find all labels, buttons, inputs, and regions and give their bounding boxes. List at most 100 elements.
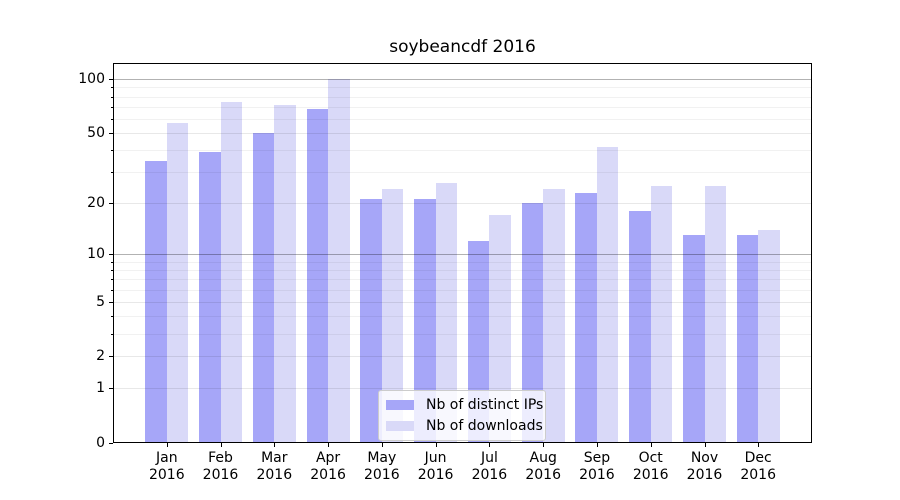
bar-downloads-oct xyxy=(650,186,673,443)
x-tick-label: Aug 2016 xyxy=(525,450,561,483)
y-tick-mark xyxy=(109,356,113,358)
x-tick-label: Sep 2016 xyxy=(579,450,615,483)
y-tick-label: 2 xyxy=(96,348,105,365)
x-tick-mark xyxy=(435,443,437,447)
bar-downloads-feb xyxy=(220,101,242,443)
x-tick-mark xyxy=(220,443,222,447)
legend-swatch-downloads xyxy=(386,421,414,431)
legend-label-downloads: Nb of downloads xyxy=(426,418,543,434)
bar-ips-feb xyxy=(199,152,221,443)
minor-gridline xyxy=(113,172,812,174)
bar-downloads-jun xyxy=(435,183,458,443)
x-tick-mark xyxy=(166,443,168,447)
y-tick-label: 1 xyxy=(96,380,105,397)
bar-ips-sep xyxy=(575,192,597,443)
y-minor-tick-mark xyxy=(111,107,113,108)
legend-label-distinct-ips: Nb of distinct IPs xyxy=(426,397,544,413)
x-tick-label: Nov 2016 xyxy=(686,450,723,483)
chart-title: soybeancdf 2016 xyxy=(389,37,536,57)
y-tick-label: 5 xyxy=(96,293,105,310)
bar-ips-mar xyxy=(252,133,275,443)
decade-gridline xyxy=(113,254,812,255)
y-tick-mark xyxy=(109,79,113,81)
bar-downloads-may xyxy=(381,189,404,443)
bar-downloads-mar xyxy=(274,104,296,443)
major-gridline xyxy=(113,301,812,303)
x-tick-label: Mar 2016 xyxy=(256,450,293,483)
x-tick-mark xyxy=(704,443,706,447)
bar-downloads-dec xyxy=(758,229,780,443)
x-tick-mark xyxy=(543,443,545,447)
x-tick-mark xyxy=(596,443,598,447)
y-tick-mark xyxy=(109,133,113,135)
y-tick-mark xyxy=(109,254,113,255)
y-minor-tick-mark xyxy=(111,96,113,98)
x-tick-mark xyxy=(381,443,383,447)
minor-gridline xyxy=(113,261,812,263)
y-minor-tick-mark xyxy=(111,269,113,271)
minor-gridline xyxy=(113,96,812,98)
x-tick-label: Jul 2016 xyxy=(471,450,508,483)
x-tick-label: Jan 2016 xyxy=(148,450,185,483)
y-tick-label: 20 xyxy=(87,195,105,211)
bar-ips-nov xyxy=(683,235,705,443)
y-tick-mark xyxy=(109,301,113,303)
y-minor-tick-mark xyxy=(111,172,113,174)
bar-downloads-jan xyxy=(166,122,189,443)
bar-downloads-aug xyxy=(543,189,565,443)
x-tick-mark xyxy=(758,443,760,447)
bar-ips-jun xyxy=(414,199,436,443)
y-minor-tick-mark xyxy=(111,87,113,89)
legend: Nb of distinct IPs Nb of downloads xyxy=(378,390,546,441)
x-tick-label: May 2016 xyxy=(363,450,400,483)
x-tick-label: Feb 2016 xyxy=(202,450,239,483)
bar-downloads-sep xyxy=(596,146,619,443)
y-minor-tick-mark xyxy=(111,261,113,263)
y-minor-tick-mark xyxy=(111,333,113,335)
legend-swatch-distinct-ips xyxy=(386,400,414,410)
bar-downloads-jul xyxy=(489,215,511,443)
bar-ips-dec xyxy=(736,235,759,443)
x-tick-label: Oct 2016 xyxy=(632,450,669,483)
y-tick-label: 50 xyxy=(87,125,105,142)
x-tick-mark xyxy=(650,443,652,447)
legend-entry-downloads: Nb of downloads xyxy=(386,418,543,434)
minor-gridline xyxy=(113,150,812,152)
legend-entry-distinct-ips: Nb of distinct IPs xyxy=(386,397,543,413)
y-tick-label: 0 xyxy=(96,435,105,451)
y-tick-mark xyxy=(109,443,113,444)
minor-gridline xyxy=(113,316,812,318)
y-minor-tick-mark xyxy=(111,119,113,120)
y-minor-tick-mark xyxy=(111,289,113,291)
x-tick-label: Apr 2016 xyxy=(310,450,346,483)
major-gridline xyxy=(113,356,812,358)
major-gridline xyxy=(113,203,812,204)
minor-gridline xyxy=(113,269,812,271)
y-minor-tick-mark xyxy=(111,279,113,281)
y-tick-label: 10 xyxy=(87,246,105,262)
minor-gridline xyxy=(113,333,812,335)
bar-downloads-nov xyxy=(704,186,726,443)
bar-ips-jan xyxy=(145,160,167,443)
y-tick-label: 100 xyxy=(78,71,105,88)
major-gridline xyxy=(113,133,812,135)
minor-gridline xyxy=(113,279,812,281)
y-tick-mark xyxy=(109,203,113,204)
bar-ips-aug xyxy=(521,203,544,443)
x-tick-mark xyxy=(328,443,330,447)
x-tick-label: Jun 2016 xyxy=(417,450,454,483)
minor-gridline xyxy=(113,107,812,108)
minor-gridline xyxy=(113,289,812,291)
x-tick-mark xyxy=(274,443,276,447)
x-tick-mark xyxy=(489,443,491,447)
minor-gridline xyxy=(113,87,812,89)
minor-gridline xyxy=(113,119,812,120)
bar-ips-apr xyxy=(306,109,329,443)
y-tick-mark xyxy=(109,388,113,390)
bar-ips-may xyxy=(360,199,382,443)
bar-downloads-apr xyxy=(328,79,350,443)
major-gridline xyxy=(113,388,812,390)
bar-ips-oct xyxy=(629,210,651,443)
y-minor-tick-mark xyxy=(111,150,113,152)
